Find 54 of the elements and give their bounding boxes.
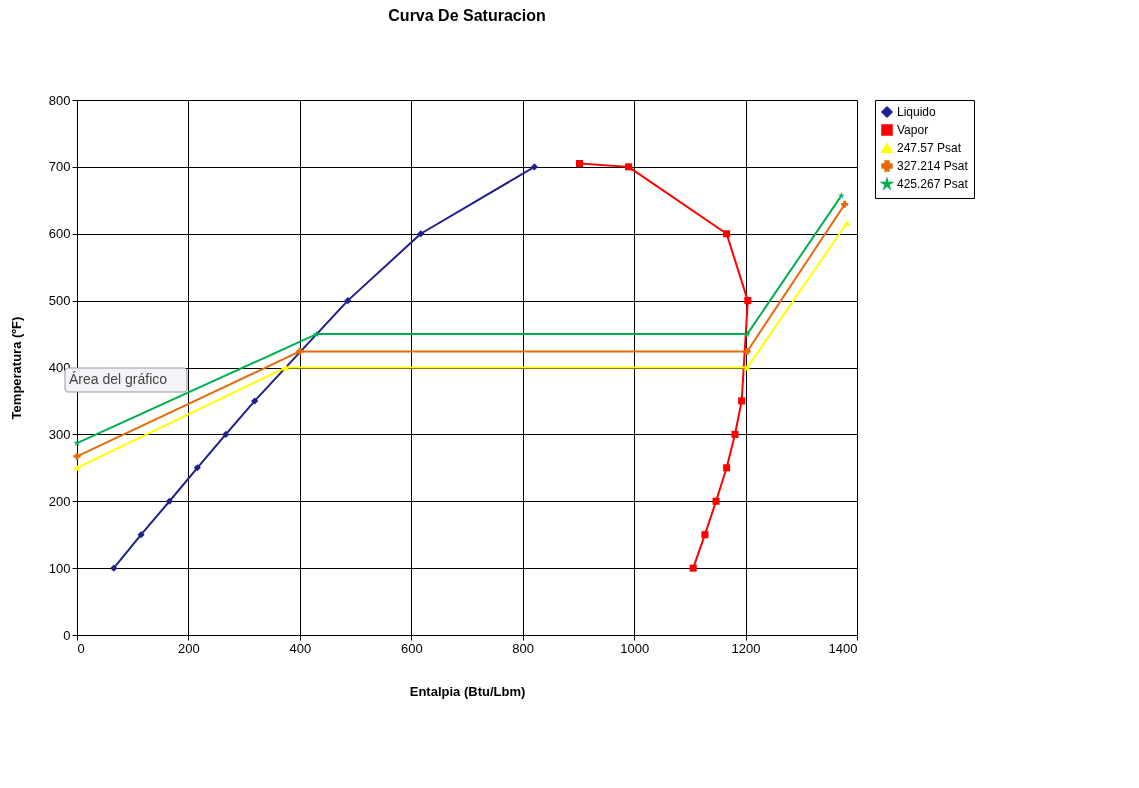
y-tick-label: 500 <box>48 293 71 309</box>
legend-label: 247.57 Psat <box>897 141 962 155</box>
x-axis-title: Entalpia (Btu/Lbm) <box>409 683 526 699</box>
point <box>137 531 145 539</box>
point <box>222 430 230 438</box>
legend-label: 327.214 Psat <box>897 159 969 173</box>
x-tick-label: 1200 <box>731 640 761 656</box>
x-tick-label: 0 <box>77 640 85 656</box>
point <box>723 230 731 238</box>
point <box>251 397 259 405</box>
x-tick-label: 200 <box>178 640 200 656</box>
y-tick-label: 200 <box>48 493 71 509</box>
point <box>530 163 538 171</box>
legend-label: Vapor <box>897 123 929 137</box>
point <box>837 192 845 199</box>
y-tick-label: 300 <box>48 426 71 442</box>
y-tick-label: 0 <box>63 627 71 643</box>
point <box>738 397 746 405</box>
legend-label: Liquido <box>897 105 937 119</box>
point <box>73 464 81 471</box>
point <box>712 497 720 505</box>
y-tick-label: 600 <box>48 226 71 242</box>
point <box>744 297 752 305</box>
point <box>165 497 174 505</box>
point <box>723 464 731 472</box>
point <box>743 364 751 371</box>
point <box>843 219 851 227</box>
point <box>743 347 751 355</box>
y-tick-label: 700 <box>48 159 71 175</box>
point <box>344 297 352 305</box>
point <box>417 230 425 238</box>
point <box>701 531 709 539</box>
point <box>73 439 81 447</box>
y-axis-title: Temperatura (ºF) <box>8 316 24 420</box>
chart-title: Curva De Saturacion <box>388 7 546 24</box>
point <box>625 163 633 171</box>
point <box>841 200 849 208</box>
point <box>110 564 118 572</box>
annotation: Área del gráfico <box>69 371 168 387</box>
point <box>689 564 697 572</box>
x-tick-label: 600 <box>400 640 423 656</box>
x-tick-label: 1400 <box>828 640 858 656</box>
x-tick-label: 400 <box>289 640 312 656</box>
point <box>576 160 584 168</box>
x-tick-label: 1000 <box>620 640 650 656</box>
y-tick-label: 800 <box>48 92 71 108</box>
point <box>296 347 304 355</box>
point <box>731 430 739 438</box>
point <box>282 364 290 371</box>
x-tick-label: 800 <box>512 640 535 656</box>
legend-label: 425.267 Psat <box>897 177 969 191</box>
point <box>193 464 201 472</box>
point <box>73 452 81 460</box>
y-tick-label: 100 <box>48 560 71 576</box>
